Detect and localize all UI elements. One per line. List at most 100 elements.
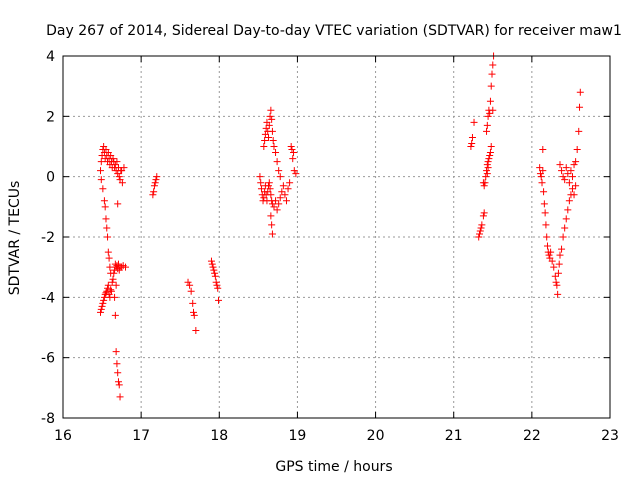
data-point [272,197,280,205]
data-point [114,369,122,377]
data-point [562,215,570,223]
data-point [97,308,105,316]
data-point [479,212,487,220]
data-point [211,269,219,277]
data-point [104,233,112,241]
data-point [564,170,572,178]
data-point [104,281,112,289]
data-point [192,327,200,335]
data-point [266,112,274,120]
data-point [97,305,105,313]
chart-title: Day 267 of 2014, Sidereal Day-to-day VTE… [46,23,622,39]
data-point [275,200,283,208]
data-point [215,296,223,304]
data-point [483,170,491,178]
data-point [101,203,109,211]
data-point [536,164,544,172]
data-point [150,182,158,190]
data-point [100,197,108,205]
data-point [481,179,489,187]
data-point [257,179,265,187]
data-point [539,146,547,154]
data-point [553,281,561,289]
data-point [559,233,567,241]
data-point [184,278,192,286]
data-point [114,260,122,268]
data-point [540,188,548,196]
data-point [102,215,110,223]
y-tick-label: -4 [41,290,55,306]
data-point [214,284,222,292]
data-point [276,194,284,202]
data-point [559,173,567,181]
data-point [565,197,573,205]
data-point [268,221,276,229]
data-point [113,262,121,270]
data-point [268,230,276,238]
data-point [266,185,274,193]
data-point [573,146,581,154]
data-point [552,278,560,286]
data-point [558,167,566,175]
data-point [543,233,551,241]
y-tick-label: -6 [41,351,55,367]
data-point [545,251,553,259]
data-point [550,263,558,271]
x-tick-label: 16 [54,428,72,444]
data-point [151,179,159,187]
data-point [268,115,276,123]
data-point [572,182,580,190]
data-point [485,155,493,163]
data-point [115,173,123,181]
data-point [483,127,491,135]
y-tick-label: -2 [41,230,55,246]
data-point [483,161,491,169]
data-point [109,275,117,283]
x-axis-label: GPS time / hours [275,459,392,475]
data-point [548,257,556,265]
data-point [97,176,105,184]
data-point [484,164,492,172]
data-point [111,311,119,319]
data-point [256,173,264,181]
data-point [265,121,273,129]
data-point [484,158,492,166]
y-tick-label: 4 [46,49,55,65]
data-point [267,212,275,220]
data-point [114,170,122,178]
data-point [207,257,215,265]
data-point [267,106,275,114]
data-point [213,281,221,289]
data-point [190,311,198,319]
data-point [480,182,488,190]
data-point [561,176,569,184]
data-point [113,158,121,166]
data-point [476,230,484,238]
x-tick-label: 20 [367,428,385,444]
data-point [470,118,478,126]
y-axis-ticks: -8 -6 -4 -2 0 2 4 [41,49,610,427]
data-point [276,173,284,181]
data-point [260,143,268,150]
data-point [467,143,475,150]
data-point [108,278,116,286]
data-point [468,139,476,147]
data-point [290,149,298,157]
data-point [279,182,287,190]
data-point [268,200,276,208]
y-tick-label: 0 [46,170,55,186]
data-point [107,287,115,295]
data-point [289,155,297,163]
x-tick-label: 22 [523,428,541,444]
data-point [561,224,569,232]
data-point [558,245,566,253]
data-point [122,263,130,271]
data-point [488,70,496,78]
data-point [564,206,572,214]
data-point [265,133,273,141]
data-point [272,149,280,157]
data-point [269,136,277,144]
data-point [270,143,278,150]
data-point [290,167,298,175]
x-axis-ticks: 16 17 18 19 20 21 22 23 [54,56,619,444]
